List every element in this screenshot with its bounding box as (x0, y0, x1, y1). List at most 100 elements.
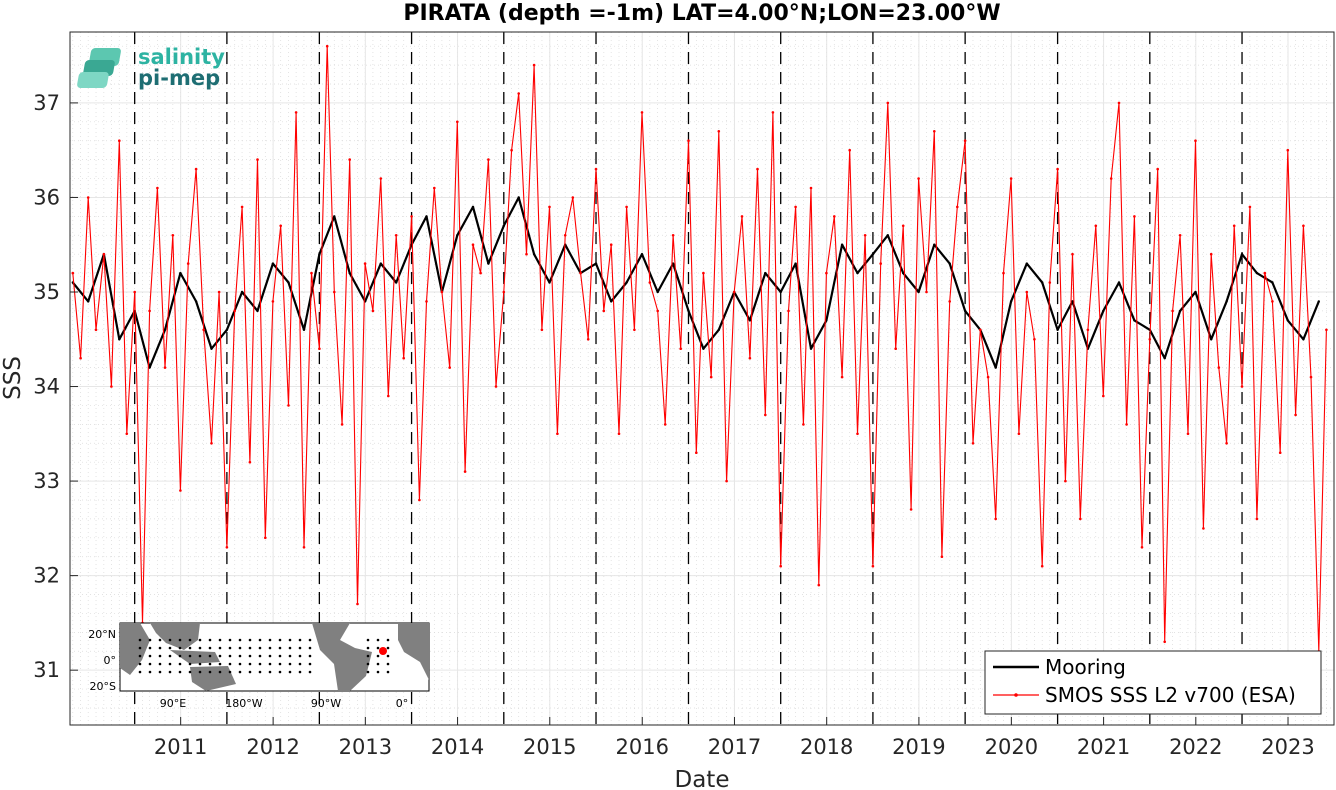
y-tick-label: 34 (33, 375, 60, 399)
mooring-point (656, 290, 659, 294)
inset-buoy-dot (148, 638, 152, 642)
smos-point (609, 243, 613, 246)
mooring-point (179, 271, 182, 275)
inset-buoy-dot (198, 670, 202, 674)
x-tick-label: 2023 (1261, 735, 1314, 759)
y-tick-label: 37 (33, 91, 60, 115)
mooring-point (425, 215, 428, 218)
inset-buoy-dot (258, 638, 262, 642)
mooring-point (1255, 271, 1259, 275)
smos-point (625, 205, 628, 209)
smos-point (1232, 224, 1236, 228)
mooring-point (287, 281, 290, 284)
smos-point (1117, 101, 1121, 105)
smos-point (1240, 385, 1244, 388)
mooring-point (1286, 319, 1290, 322)
mooring-point (1225, 300, 1228, 303)
smos-point (1286, 148, 1290, 152)
smos-point (163, 366, 167, 369)
smos-point (479, 271, 482, 275)
smos-point (1225, 442, 1228, 445)
inset-buoy-dot (168, 654, 172, 658)
inset-buoy-dot (376, 654, 380, 658)
inset-buoy-dot (198, 646, 202, 650)
smos-point (563, 234, 567, 237)
smos-point (118, 139, 121, 142)
x-tick-label: 2013 (339, 735, 392, 759)
smos-point (1186, 432, 1190, 436)
smos-point (702, 271, 705, 275)
inset-buoy-dot (138, 662, 142, 666)
inset-lon-label-1: 180°W (225, 697, 262, 710)
logo-line1: salinity (138, 45, 225, 69)
smos-point (633, 328, 636, 332)
smos-point (394, 234, 398, 237)
smos-point (648, 281, 652, 284)
mooring-point (502, 224, 505, 227)
mooring-point (856, 271, 859, 275)
smos-point (202, 328, 205, 332)
smos-point (1040, 564, 1044, 568)
x-tick-label: 2021 (1077, 735, 1130, 759)
inset-buoy-dot (268, 670, 272, 674)
inset-lat-label-0: 20°N (88, 628, 116, 641)
inset-buoy-dot (308, 654, 312, 658)
legend-mooring-label: Mooring (1045, 655, 1126, 679)
smos-point (748, 356, 752, 360)
smos-point (425, 300, 428, 303)
mooring-point (687, 309, 690, 313)
mooring-point (1194, 290, 1197, 294)
x-tick-label: 2018 (800, 735, 853, 759)
smos-point (325, 44, 329, 48)
inset-buoy-dot (386, 670, 390, 674)
x-tick-label: 2012 (246, 735, 299, 759)
smos-point (879, 262, 882, 265)
inset-buoy-dot (188, 654, 192, 658)
smos-point (979, 328, 982, 332)
mooring-point (1025, 262, 1029, 265)
mooring-point (487, 262, 490, 265)
series-layer (71, 44, 1328, 653)
inset-buoy-dot (298, 638, 302, 642)
inset-buoy-dot (308, 638, 312, 642)
mooring-point (1210, 338, 1213, 341)
inset-land-australia (190, 666, 236, 691)
smos-point (225, 546, 229, 549)
smos-point (148, 309, 151, 313)
inset-buoy-dot (208, 646, 212, 650)
smos-point (656, 309, 659, 313)
inset-buoy-dot (308, 646, 312, 650)
mooring-point (256, 309, 259, 313)
smos-point (1056, 167, 1059, 171)
x-tick-label: 2019 (892, 735, 945, 759)
smos-point (1309, 375, 1313, 379)
mooring-point (517, 196, 520, 199)
inset-buoy-dot (178, 638, 182, 642)
mooring-point (917, 290, 920, 294)
inset-buoy-dot (198, 638, 202, 642)
inset-buoy-dot (158, 654, 162, 658)
smos-point (1125, 423, 1128, 426)
smos-point (1294, 413, 1297, 417)
smos-point (94, 328, 98, 332)
smos-point (333, 290, 336, 294)
inset-buoy-dot (248, 662, 252, 666)
smos-point (1178, 234, 1182, 237)
mooring-point (840, 243, 844, 246)
smos-point (287, 404, 290, 407)
smos-point (925, 290, 928, 294)
smos-point (102, 252, 106, 256)
smos-point (1033, 338, 1036, 341)
mooring-point (456, 234, 459, 237)
smos-point (525, 252, 528, 256)
smos-point (986, 375, 990, 379)
inset-buoy-dot (268, 654, 272, 658)
smos-point (179, 489, 182, 492)
smos-point (1025, 290, 1029, 294)
x-tick-label: 2022 (1169, 735, 1222, 759)
smos-point (756, 167, 759, 171)
inset-buoy-dot (218, 646, 222, 650)
x-tick-label: 2014 (431, 735, 484, 759)
mooring-point (348, 271, 351, 275)
inset-buoy-dot (238, 670, 242, 674)
